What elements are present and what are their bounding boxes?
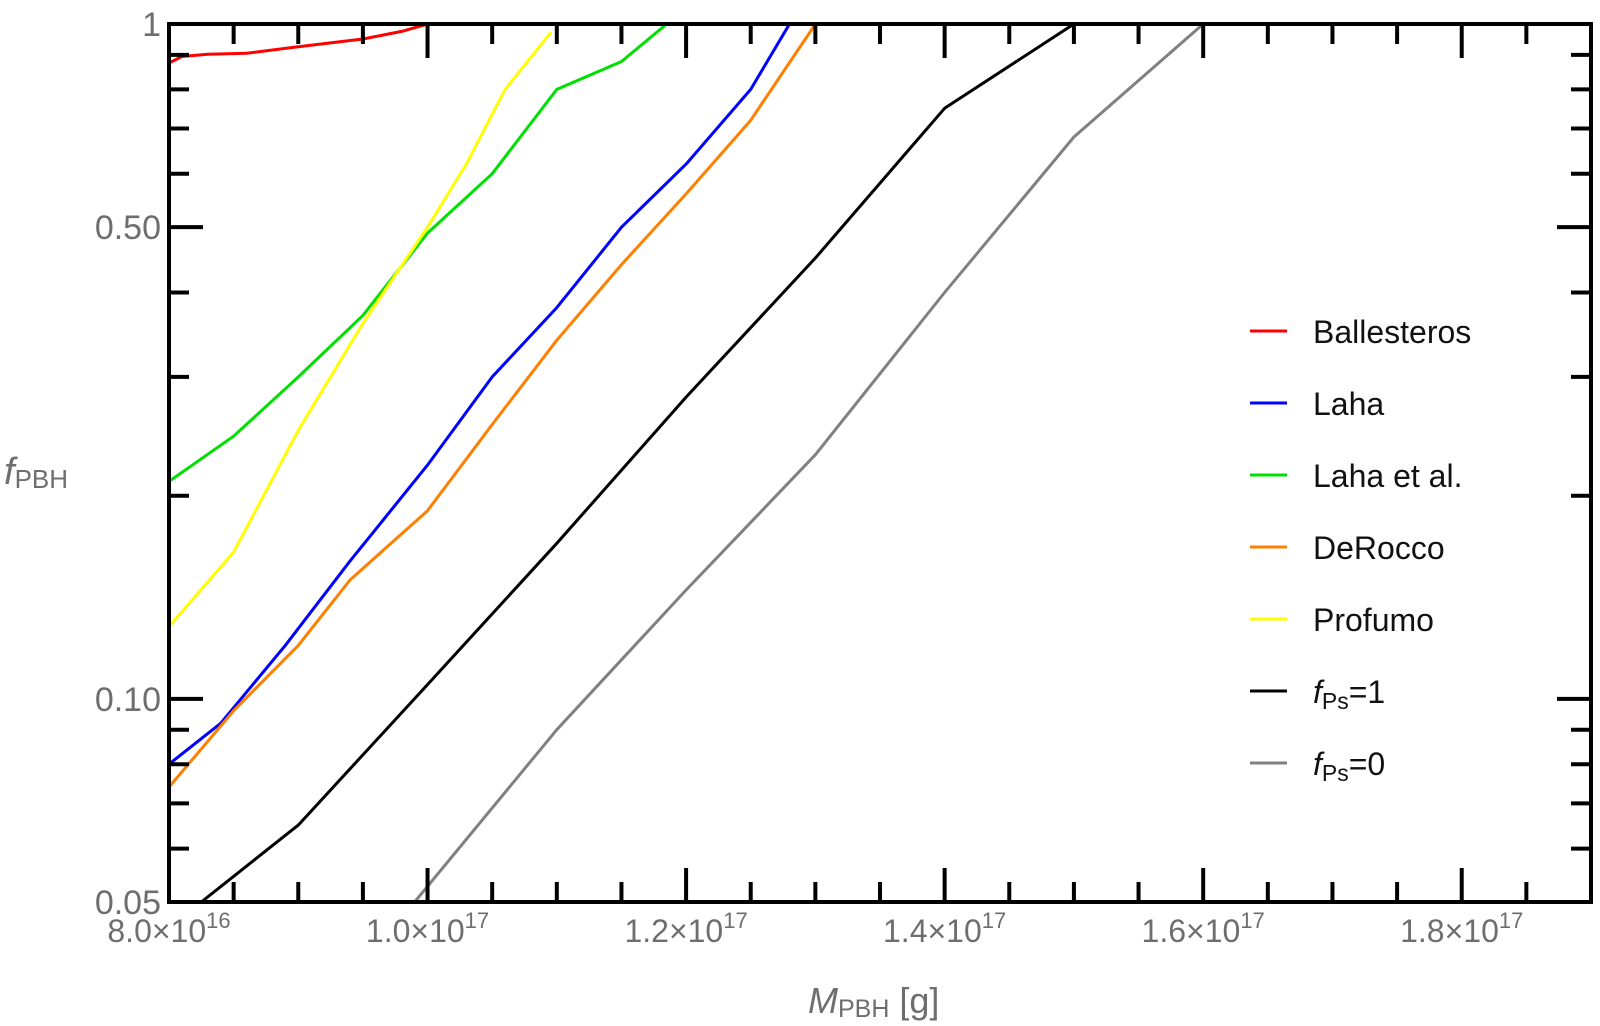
y-axis-label-sub: PBH [15,464,68,494]
series-line-2 [169,24,669,483]
x-tick-label: 1.2×1017 [624,908,747,949]
x-tick-label: 1.0×1017 [366,908,489,949]
x-tick-label: 1.8×1017 [1400,908,1523,949]
x-axis-label-sub: PBH [838,995,889,1023]
legend-label: fPs=0 [1313,746,1385,786]
y-tick-label: 0.10 [95,681,161,719]
legend: Ballesteros Laha Laha et al. DeRocco Profumo… [1250,314,1471,786]
legend-label: Profumo [1313,602,1434,638]
series-line-5 [199,24,1076,902]
y-tick-label: 0.50 [95,209,161,247]
ticks-layer: 0.05 0.10 0.50 1 8.0×1016 1.0×1017 1.2×1017 1.4… [95,6,1591,949]
series-layer [169,24,1205,902]
series-line-1 [169,24,791,766]
x-axis-label-main: M [808,980,838,1021]
plot-frame [167,22,1593,904]
series-line-6 [413,24,1205,902]
x-tick-label: 1.6×1017 [1142,908,1265,949]
legend-label: fPs=1 [1313,674,1385,714]
y-axis-label: fPBH [4,451,68,494]
legend-label: Laha et al. [1313,458,1462,494]
y-tick-label: 1 [142,6,161,44]
legend-label: DeRocco [1313,530,1445,566]
series-line-4 [169,31,552,628]
legend-label: Laha [1313,386,1384,422]
legend-label: Ballesteros [1313,314,1471,350]
y-tick-label: 0.05 [95,884,161,922]
x-axis-label: MPBH [g] [808,980,939,1023]
y-axis-label-main: f [4,451,18,493]
x-tick-label: 1.4×1017 [883,908,1006,949]
x-tick-label: 8.0×1016 [107,908,230,949]
series-line-0 [169,24,429,65]
x-axis-label-suffix: [g] [889,980,939,1021]
series-line-3 [169,24,817,789]
